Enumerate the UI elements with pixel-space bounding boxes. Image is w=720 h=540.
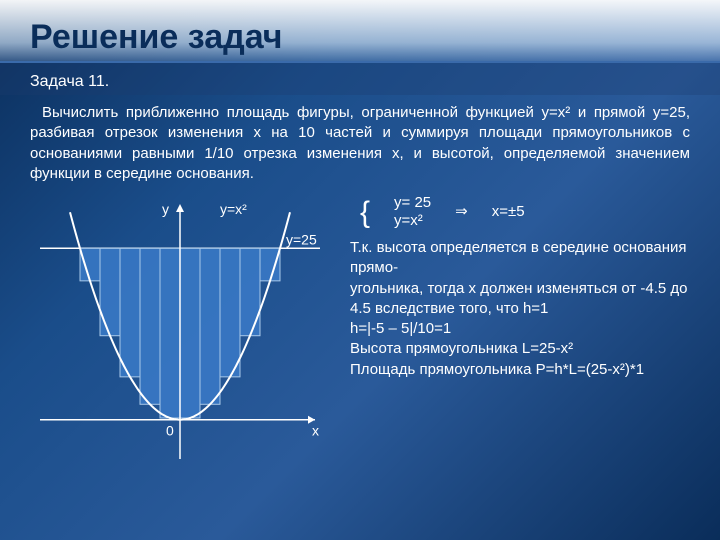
explain-line: Площадь прямоугольника P=h*L=(25-x²)*1 [350, 360, 700, 380]
implies-arrow: ⇒ [455, 202, 468, 222]
task-number: Задача 11. [0, 63, 720, 95]
parabola-figure: y y=x² y=25 x 0 [30, 194, 330, 474]
figure-area: y y=x² y=25 x 0 [30, 194, 330, 479]
explain-line: h=|-5 – 5|/10=1 [350, 319, 700, 339]
explain-line: Т.к. высота определяется в середине осно… [350, 238, 700, 279]
left-brace-icon: { [360, 199, 370, 226]
explanation-area: { y= 25 y=x² ⇒ x=±5 Т.к. высота определя… [350, 194, 700, 479]
task-description: Вычислить приближенно площадь фигуры, ог… [0, 95, 720, 194]
svg-text:x: x [312, 423, 319, 439]
eq-line1: y= 25 [394, 194, 431, 212]
eq-result: x=±5 [492, 202, 525, 222]
svg-text:0: 0 [166, 423, 174, 439]
svg-text:y=x²: y=x² [220, 201, 247, 217]
svg-text:y=25: y=25 [286, 231, 317, 247]
svg-text:y: y [162, 201, 169, 217]
eq-line2: y=x² [394, 212, 431, 230]
explain-line: угольника, тогда x должен изменяться от … [350, 279, 700, 320]
equation-system: { y= 25 y=x² ⇒ x=±5 [350, 194, 700, 230]
page-title: Решение задач [0, 0, 720, 63]
explain-line: Высота прямоугольника L=25-x² [350, 339, 700, 359]
